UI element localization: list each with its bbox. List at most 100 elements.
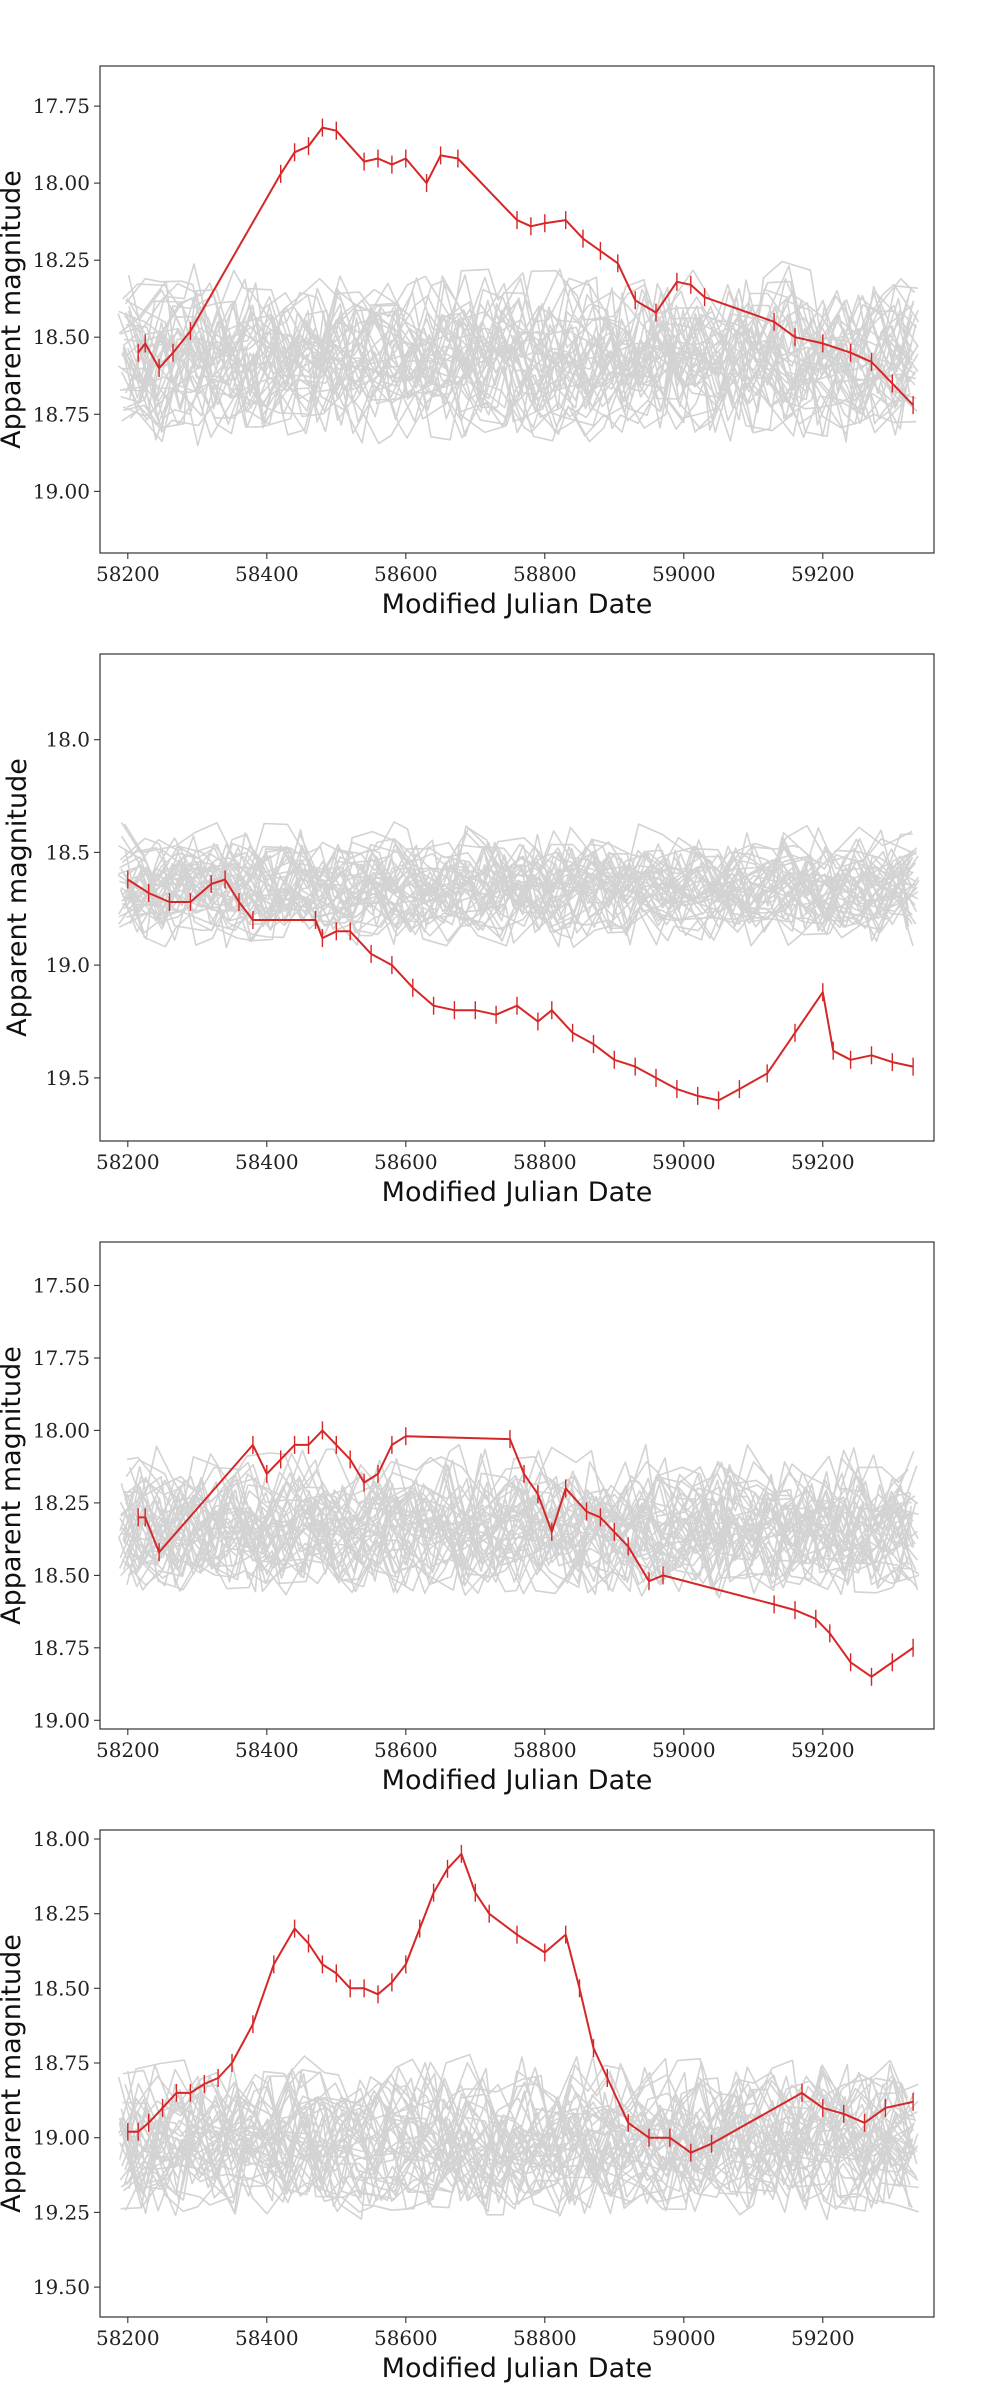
background-curve (122, 300, 919, 405)
background-curve (122, 275, 913, 373)
plot-frame (99, 65, 935, 554)
plot-frame (99, 1829, 935, 2318)
background-curve (127, 297, 916, 405)
background-curve (126, 1500, 911, 1596)
x-tick-label: 58400 (235, 1738, 299, 1762)
y-axis-label: Apparent magnitude (0, 1346, 27, 1625)
x-tick-label: 58400 (235, 562, 299, 586)
background-curve (119, 1443, 912, 1540)
background-curve (123, 841, 914, 910)
background-curve (118, 2110, 909, 2208)
highlighted-light-curve (127, 870, 914, 1110)
chart-panel-1: 58200 58400 58600 58800 59000 59200 17.75 18.00… (0, 65, 935, 620)
background-curves (117, 821, 920, 949)
background-curve (122, 2101, 916, 2199)
background-curve (127, 2111, 916, 2210)
highlighted-curve-line (137, 126, 914, 406)
x-axis-label: Modified Julian Date (382, 1177, 653, 1208)
background-curve (126, 1453, 911, 1548)
background-curve (120, 2114, 910, 2210)
x-tick-label: 58800 (513, 2326, 577, 2350)
x-tick-label: 59000 (652, 1738, 716, 1762)
y-tick-label: 18.75 (33, 1636, 90, 1660)
background-curve (127, 336, 911, 439)
background-curve (125, 862, 920, 933)
background-curve (124, 1471, 914, 1567)
x-axis-label: Modified Julian Date (382, 589, 653, 620)
x-tick-label: 59200 (791, 2326, 855, 2350)
background-curve (126, 2077, 913, 2172)
background-curve (126, 2115, 911, 2215)
y-tick-label: 19.00 (33, 479, 90, 503)
x-tick-label: 59000 (652, 1150, 716, 1174)
y-tick-label: 17.50 (33, 1274, 90, 1298)
x-tick-label: 58200 (96, 562, 160, 586)
y-tick-label: 17.75 (33, 1346, 90, 1370)
y-tick-label: 18.50 (33, 1976, 90, 2000)
highlighted-curve-line (138, 1429, 914, 1678)
y-tick-label: 19.00 (33, 2126, 90, 2150)
x-tick-label: 58200 (96, 1738, 160, 1762)
background-curves (118, 1443, 920, 1599)
y-tick-label: 18.50 (33, 1563, 90, 1587)
axis-ticks (94, 1838, 824, 2323)
x-tick-label: 58600 (374, 2326, 438, 2350)
plot-frame (99, 653, 935, 1142)
x-tick-label: 58400 (235, 2326, 299, 2350)
axis-tick-labels: 58200 58400 58600 58800 59000 59200 18.0 18.5 19… (45, 728, 854, 1174)
y-tick-label: 19.50 (33, 2275, 90, 2299)
y-axis-label: Apparent magnitude (0, 170, 27, 449)
x-tick-label: 58400 (235, 1150, 299, 1174)
background-curve (119, 304, 908, 411)
background-curve (121, 340, 917, 443)
axis-tick-labels: 58200 58400 58600 58800 59000 59200 18.00 18.25… (33, 1827, 855, 2350)
background-curve (129, 338, 910, 438)
axis-ticks (94, 105, 824, 559)
x-tick-label: 58800 (513, 562, 577, 586)
background-curve (117, 307, 911, 416)
background-curve (123, 260, 916, 367)
background-curve (120, 2108, 909, 2204)
chart-panel-4: 58200 58400 58600 58800 59000 59200 18.00 18.25… (0, 1827, 935, 2384)
y-tick-label: 19.25 (33, 2200, 90, 2224)
y-tick-label: 18.25 (33, 1491, 90, 1515)
x-tick-label: 58600 (374, 562, 438, 586)
chart-panel-2: 58200 58400 58600 58800 59000 59200 18.0 18.5 19… (2, 653, 935, 1208)
background-curve (121, 2085, 908, 2181)
background-curve (125, 1500, 920, 1596)
background-curve (128, 263, 913, 368)
x-tick-label: 58600 (374, 1150, 438, 1174)
background-curve (117, 2053, 917, 2154)
x-tick-label: 59000 (652, 2326, 716, 2350)
plot-frame (99, 1241, 935, 1730)
y-axis-label: Apparent magnitude (2, 758, 33, 1037)
highlighted-light-curve (137, 118, 914, 415)
x-axis-label: Modified Julian Date (382, 2353, 653, 2384)
y-tick-label: 18.50 (33, 325, 90, 349)
background-curves (117, 2053, 919, 2221)
axis-ticks (94, 1284, 824, 1735)
background-curve (127, 327, 910, 434)
background-curve (124, 293, 912, 402)
background-curve (127, 2110, 914, 2208)
y-tick-label: 18.00 (33, 1418, 90, 1442)
background-curve (117, 2055, 918, 2154)
background-curve (123, 838, 914, 910)
background-curve (123, 2117, 911, 2216)
x-tick-label: 58200 (96, 2326, 160, 2350)
background-curve (124, 2076, 916, 2176)
background-curve (119, 1482, 915, 1579)
background-curve (119, 847, 910, 922)
background-curve (122, 863, 913, 936)
y-tick-label: 18.5 (45, 840, 90, 864)
y-tick-label: 18.75 (33, 2051, 90, 2075)
y-tick-label: 18.25 (33, 1902, 90, 1926)
y-axis-label: Apparent magnitude (0, 1934, 27, 2213)
x-tick-label: 58600 (374, 1738, 438, 1762)
x-tick-label: 59200 (791, 1738, 855, 1762)
highlighted-light-curve (127, 1844, 914, 2162)
x-tick-label: 59200 (791, 1150, 855, 1174)
background-curve (127, 265, 913, 373)
y-tick-label: 18.75 (33, 402, 90, 426)
